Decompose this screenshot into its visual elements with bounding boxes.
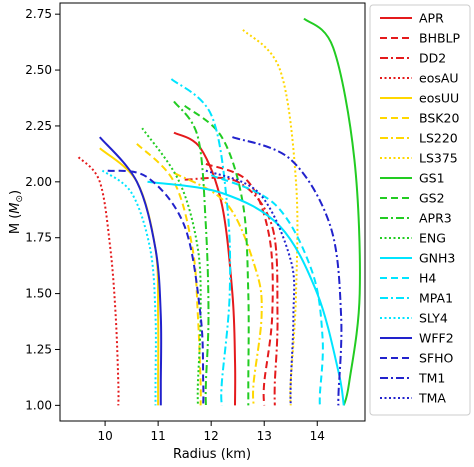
legend: APR BHBLP DD2 eosAU eosUU BSK20 LS220 LS375 GS1 G… [369, 4, 471, 416]
y-tick-label: 2.25 [25, 119, 52, 133]
series-line-bhblp [205, 162, 274, 406]
series-line-ls220 [173, 172, 263, 406]
legend-label-wff2: WFF2 [419, 331, 454, 346]
legend-label-dd2: DD2 [419, 51, 446, 66]
x-axis-label: Radius (km) [173, 447, 251, 462]
legend-label-gnh3: GNH3 [419, 251, 455, 266]
legend-label-gs1: GS1 [419, 171, 445, 186]
y-axis-label: M (M⊙) [8, 190, 25, 234]
x-tick-label: 11 [150, 429, 165, 443]
legend-label-sly4: SLY4 [419, 311, 448, 326]
series-line-h4 [210, 174, 324, 406]
series-line-apr3 [173, 100, 210, 406]
series-line-dd2 [184, 176, 279, 406]
x-tick-label: 13 [257, 429, 272, 443]
y-tick-label: 2.75 [25, 7, 52, 21]
y-tick-label: 1.00 [25, 398, 52, 412]
legend-label-tm1: TM1 [418, 371, 445, 386]
legend-label-eosau: eosAU [419, 71, 459, 86]
series-line-eosau [77, 156, 120, 406]
legend-label-bhblp: BHBLP [419, 31, 461, 46]
y-tick-label: 1.75 [25, 231, 52, 245]
series-line-tma [205, 169, 296, 406]
y-tick-label: 2.00 [25, 175, 52, 189]
legend-label-sfho: SFHO [419, 351, 454, 366]
series-line-gnh3 [147, 180, 345, 406]
legend-label-apr: APR [419, 11, 444, 26]
legend-label-mpa1: MPA1 [419, 291, 453, 306]
legend-label-ls375: LS375 [419, 151, 458, 166]
x-tick-label: 14 [310, 429, 325, 443]
plot-frame [59, 2, 366, 422]
legend-label-eng: ENG [419, 231, 446, 246]
series-line-tm1 [232, 136, 343, 406]
x-tick-label: 12 [204, 429, 219, 443]
y-axis: 1.00 1.25 1.50 1.75 2.00 2.25 2.50 2.75 [25, 7, 60, 412]
series-layer [77, 17, 361, 406]
legend-label-apr3: APR3 [419, 211, 452, 226]
series-line-mpa1 [170, 78, 232, 406]
series-line-wff2 [99, 136, 163, 406]
legend-frame [369, 4, 471, 416]
x-tick-label: 10 [97, 429, 112, 443]
legend-label-bsk20: BSK20 [419, 111, 459, 126]
y-tick-label: 1.25 [25, 342, 52, 356]
legend-label-h4: H4 [419, 271, 436, 286]
legend-label-tma: TMA [418, 391, 446, 406]
y-tick-label: 1.50 [25, 287, 52, 301]
series-line-eosuu [99, 147, 160, 406]
legend-label-ls220: LS220 [419, 131, 458, 146]
series-line-sly4 [101, 169, 157, 406]
series-line-gs2 [184, 105, 250, 406]
legend-label-eosuu: eosUU [419, 91, 459, 106]
series-line-ls375 [242, 29, 299, 406]
series-line-eng [141, 127, 202, 406]
series-line-gs1 [303, 17, 361, 406]
y-tick-label: 2.50 [25, 63, 52, 77]
x-axis: 10 11 12 13 14 [97, 421, 325, 443]
series-line-apr [173, 131, 237, 406]
legend-label-gs2: GS2 [419, 191, 445, 206]
